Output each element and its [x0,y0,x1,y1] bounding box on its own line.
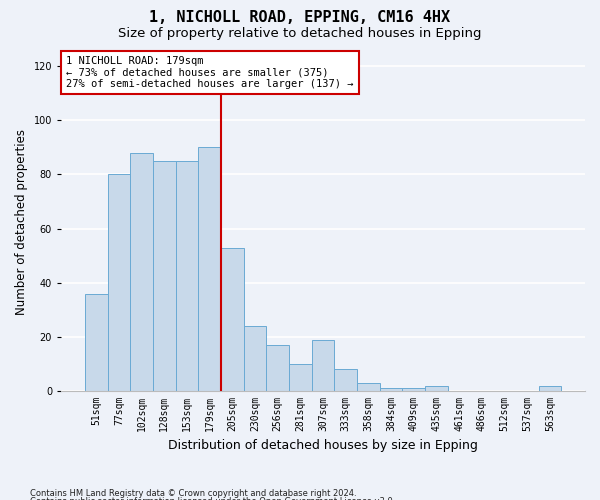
Bar [85,294,107,391]
Bar [380,388,403,391]
Bar [403,388,425,391]
Bar [334,370,357,391]
Bar [130,152,153,391]
Bar [221,248,244,391]
Bar [266,345,289,391]
Bar [425,386,448,391]
Text: 1 NICHOLL ROAD: 179sqm
← 73% of detached houses are smaller (375)
27% of semi-de: 1 NICHOLL ROAD: 179sqm ← 73% of detached… [67,56,354,89]
Text: 1, NICHOLL ROAD, EPPING, CM16 4HX: 1, NICHOLL ROAD, EPPING, CM16 4HX [149,10,451,25]
Bar [176,161,198,391]
Bar [357,383,380,391]
Y-axis label: Number of detached properties: Number of detached properties [15,129,28,315]
Text: Contains public sector information licensed under the Open Government Licence v3: Contains public sector information licen… [30,498,395,500]
X-axis label: Distribution of detached houses by size in Epping: Distribution of detached houses by size … [168,440,478,452]
Bar [198,148,221,391]
Bar [289,364,312,391]
Text: Size of property relative to detached houses in Epping: Size of property relative to detached ho… [118,28,482,40]
Text: Contains HM Land Registry data © Crown copyright and database right 2024.: Contains HM Land Registry data © Crown c… [30,488,356,498]
Bar [107,174,130,391]
Bar [312,340,334,391]
Bar [244,326,266,391]
Bar [153,161,176,391]
Bar [539,386,561,391]
